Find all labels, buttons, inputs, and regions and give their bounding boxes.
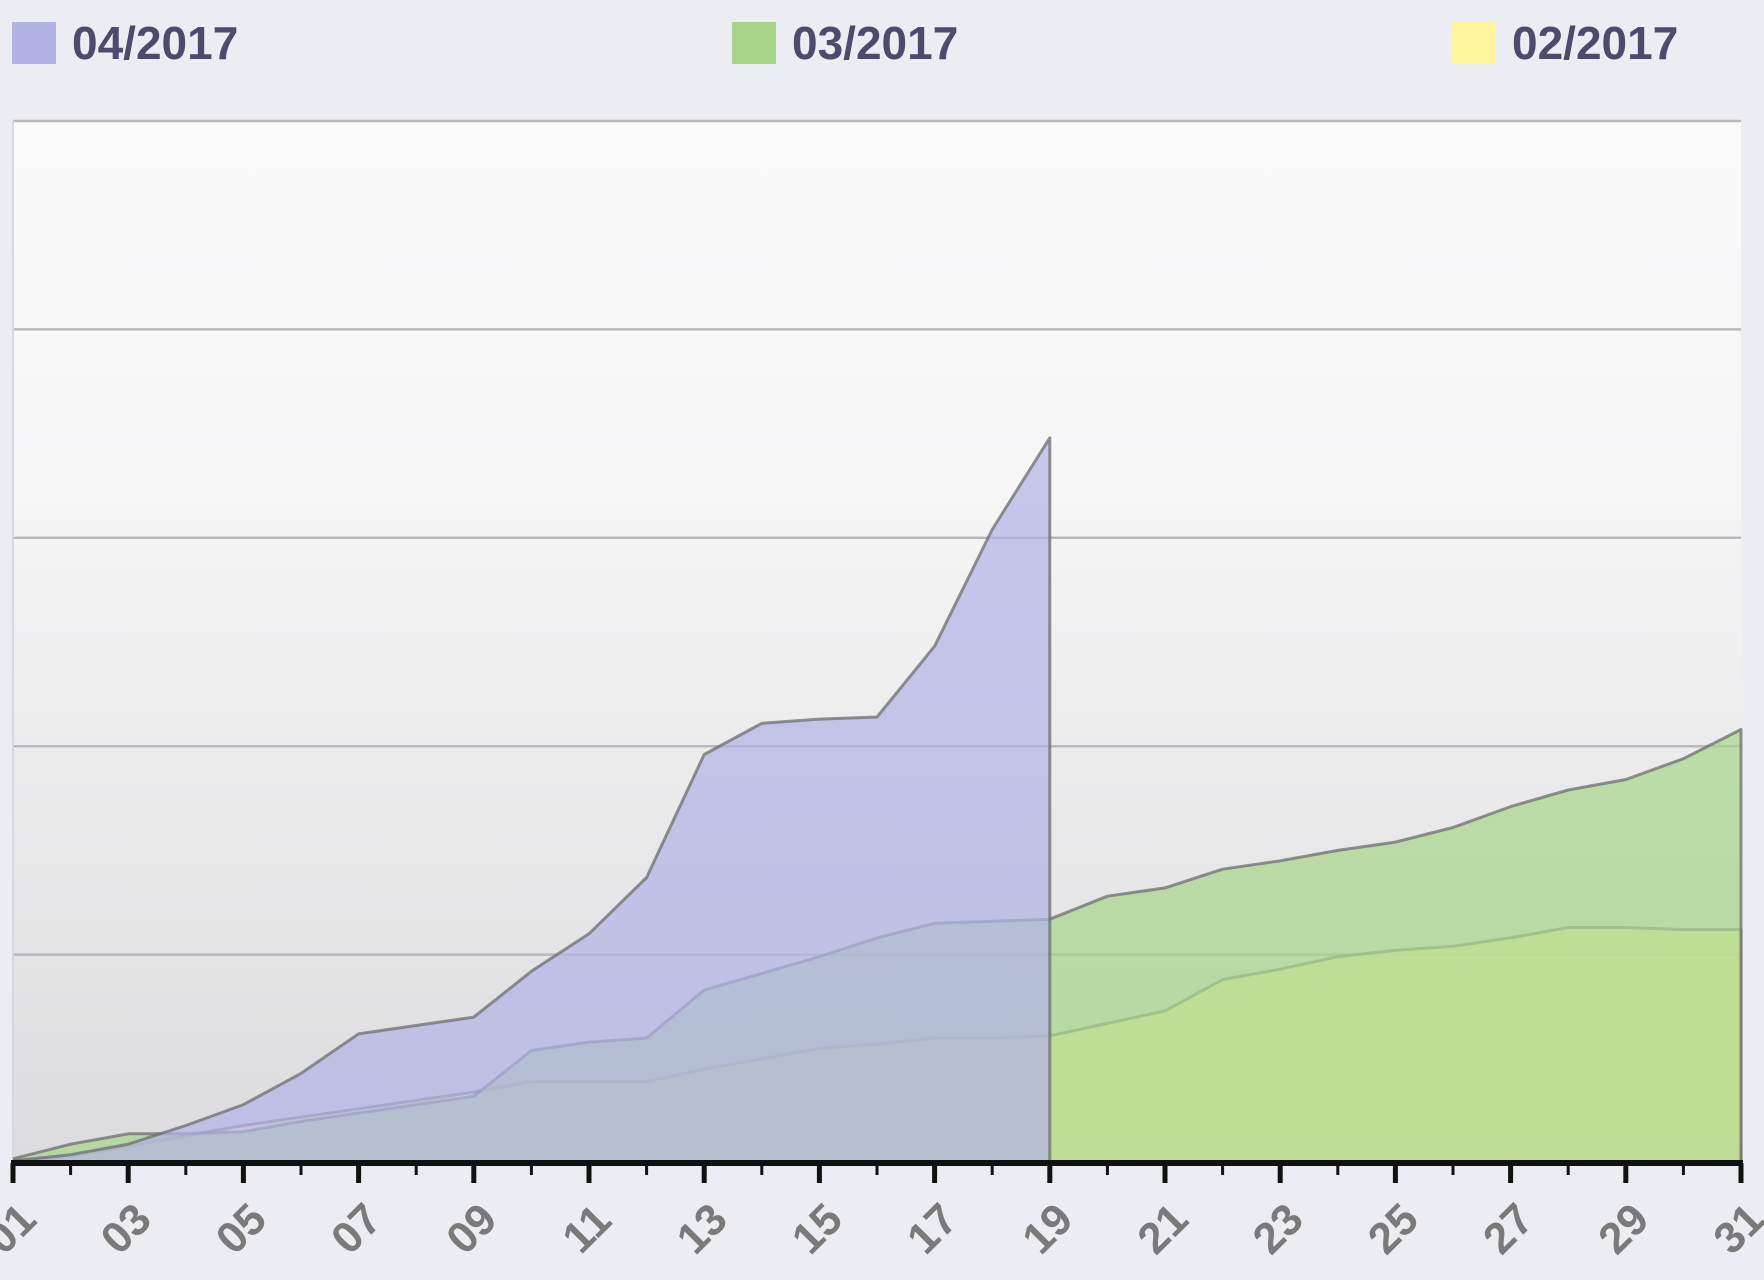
legend-label: 02/2017 xyxy=(1512,17,1678,69)
legend-label: 03/2017 xyxy=(792,17,958,69)
x-tick-label: 13 xyxy=(668,1194,737,1263)
x-tick-label: 01 xyxy=(0,1194,46,1263)
legend-label: 04/2017 xyxy=(72,17,238,69)
legend-item-04-2017[interactable]: 04/2017 xyxy=(12,17,238,69)
x-tick-label: 15 xyxy=(783,1194,852,1263)
x-tick-label: 05 xyxy=(207,1194,276,1263)
x-tick-label: 21 xyxy=(1128,1194,1197,1263)
x-tick-label: 19 xyxy=(1013,1194,1082,1263)
series-layer xyxy=(12,436,1743,1163)
legend: 04/2017 03/2017 02/2017 xyxy=(12,17,1678,69)
x-tick-label: 25 xyxy=(1359,1194,1428,1263)
x-tick-label: 17 xyxy=(898,1194,967,1263)
x-tick-label: 27 xyxy=(1474,1194,1543,1263)
legend-item-03-2017[interactable]: 03/2017 xyxy=(732,17,958,69)
x-tick-label: 09 xyxy=(437,1194,506,1263)
x-tick-label: 31 xyxy=(1704,1194,1764,1263)
legend-swatch xyxy=(1452,22,1496,64)
series-area-04-2017 xyxy=(13,437,1050,1163)
x-axis: 01 03 05 07 09 11 13 15 17 19 21 23 25 27 29 31 xyxy=(0,1160,1764,1264)
x-tick-label: 29 xyxy=(1589,1194,1658,1263)
series-line-04-2017 xyxy=(12,436,1052,1163)
legend-swatch xyxy=(732,22,776,64)
x-tick-label: 11 xyxy=(553,1195,621,1263)
x-tick-label: 23 xyxy=(1244,1194,1313,1263)
legend-swatch xyxy=(12,22,56,64)
x-tick-label: 03 xyxy=(92,1194,161,1263)
legend-item-02-2017[interactable]: 02/2017 xyxy=(1452,17,1678,69)
x-tick-label: 07 xyxy=(322,1194,391,1263)
